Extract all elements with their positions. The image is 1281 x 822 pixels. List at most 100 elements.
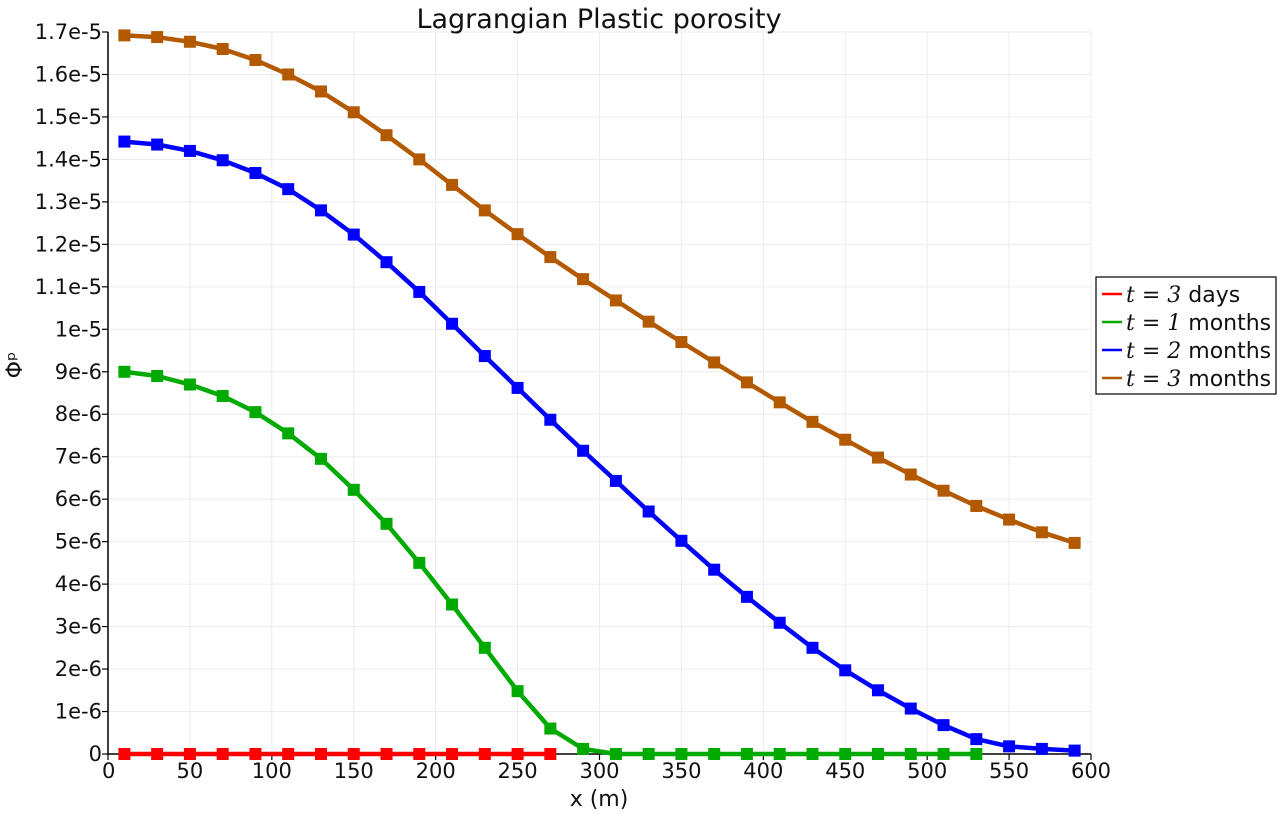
data-point <box>904 748 917 760</box>
x-tick-label: 150 <box>334 759 374 783</box>
data-point <box>478 204 491 217</box>
data-point <box>872 451 885 464</box>
data-point <box>216 389 229 402</box>
y-tick-label: 1.1e-5 <box>35 275 102 299</box>
data-point <box>773 396 786 409</box>
legend-entry-symbol: t = 2 <box>1126 339 1181 364</box>
data-point <box>1003 740 1016 753</box>
x-tick-label: 0 <box>102 759 115 783</box>
data-point <box>839 748 852 760</box>
data-point <box>937 719 950 732</box>
data-point <box>347 228 360 241</box>
data-point <box>478 748 491 760</box>
data-point <box>904 702 917 715</box>
data-point <box>511 228 524 241</box>
data-point <box>544 413 557 426</box>
data-point <box>151 31 164 44</box>
data-point <box>806 748 819 760</box>
data-point <box>183 144 196 157</box>
y-tick-label: 2e-6 <box>55 657 102 681</box>
data-point <box>347 748 360 760</box>
data-point <box>216 154 229 167</box>
x-axis-label: x (m) <box>570 787 629 812</box>
data-point <box>937 748 950 760</box>
data-point <box>118 135 131 148</box>
legend-entry-label: days <box>1181 283 1240 308</box>
x-tick-label: 400 <box>743 759 783 783</box>
data-point <box>642 505 655 518</box>
data-point <box>347 106 360 119</box>
data-point <box>380 748 393 760</box>
data-point <box>773 748 786 760</box>
data-point <box>249 167 262 180</box>
data-point <box>282 183 295 196</box>
data-point <box>282 748 295 760</box>
x-tick-label: 550 <box>989 759 1029 783</box>
data-point <box>970 748 983 760</box>
data-point <box>577 742 590 755</box>
legend-entry-label: months <box>1181 311 1271 336</box>
data-point <box>249 406 262 419</box>
legend-entry: t = 3 months <box>1126 367 1271 392</box>
data-point <box>413 748 426 760</box>
chart-title: Lagrangian Plastic porosity <box>416 4 781 35</box>
data-point <box>872 684 885 697</box>
data-point <box>773 616 786 629</box>
data-point <box>806 415 819 428</box>
legend-box <box>1095 276 1277 395</box>
x-tick-label: 350 <box>661 759 701 783</box>
data-point <box>740 748 753 760</box>
x-tick-label: 100 <box>252 759 292 783</box>
data-point <box>216 42 229 55</box>
series-2 <box>118 365 983 760</box>
data-point <box>118 748 131 760</box>
data-point <box>1003 513 1016 526</box>
x-tick-label: 300 <box>579 759 619 783</box>
data-point <box>1035 526 1048 539</box>
data-point <box>446 748 459 760</box>
y-tick-label: 8e-6 <box>55 402 102 426</box>
data-point <box>1068 536 1081 549</box>
data-point <box>347 483 360 496</box>
data-point <box>642 748 655 760</box>
data-point <box>314 204 327 217</box>
y-tick-label: 1.6e-5 <box>35 62 102 86</box>
data-point <box>478 641 491 654</box>
data-point <box>380 517 393 530</box>
data-point <box>216 748 229 760</box>
data-point <box>806 641 819 654</box>
data-point <box>511 748 524 760</box>
data-point <box>937 484 950 497</box>
y-tick-label: 1.7e-5 <box>35 20 102 44</box>
x-tick-label: 50 <box>177 759 204 783</box>
data-point <box>839 433 852 446</box>
x-tick-label: 200 <box>416 759 456 783</box>
data-point <box>609 294 622 307</box>
data-point <box>872 748 885 760</box>
series-group <box>118 29 1081 760</box>
data-point <box>675 748 688 760</box>
data-point <box>904 468 917 481</box>
data-point <box>446 178 459 191</box>
data-point <box>544 722 557 735</box>
data-point <box>183 378 196 391</box>
data-point <box>380 256 393 269</box>
data-point <box>511 381 524 394</box>
series-line <box>124 369 977 757</box>
legend-entry-symbol: t = 3 <box>1126 283 1181 308</box>
data-point <box>642 315 655 328</box>
data-point <box>413 556 426 569</box>
x-tick-label: 600 <box>1071 759 1111 783</box>
data-point <box>544 748 557 760</box>
legend-entry-symbol: t = 1 <box>1126 311 1181 336</box>
data-point <box>708 748 721 760</box>
y-tick-label: 7e-6 <box>55 445 102 469</box>
data-point <box>118 29 131 42</box>
legend-entry-label: months <box>1181 339 1271 364</box>
data-point <box>511 685 524 698</box>
data-point <box>1035 742 1048 755</box>
y-tick-label: 1.3e-5 <box>35 190 102 214</box>
data-point <box>740 590 753 603</box>
y-tick-label: 3e-6 <box>55 615 102 639</box>
